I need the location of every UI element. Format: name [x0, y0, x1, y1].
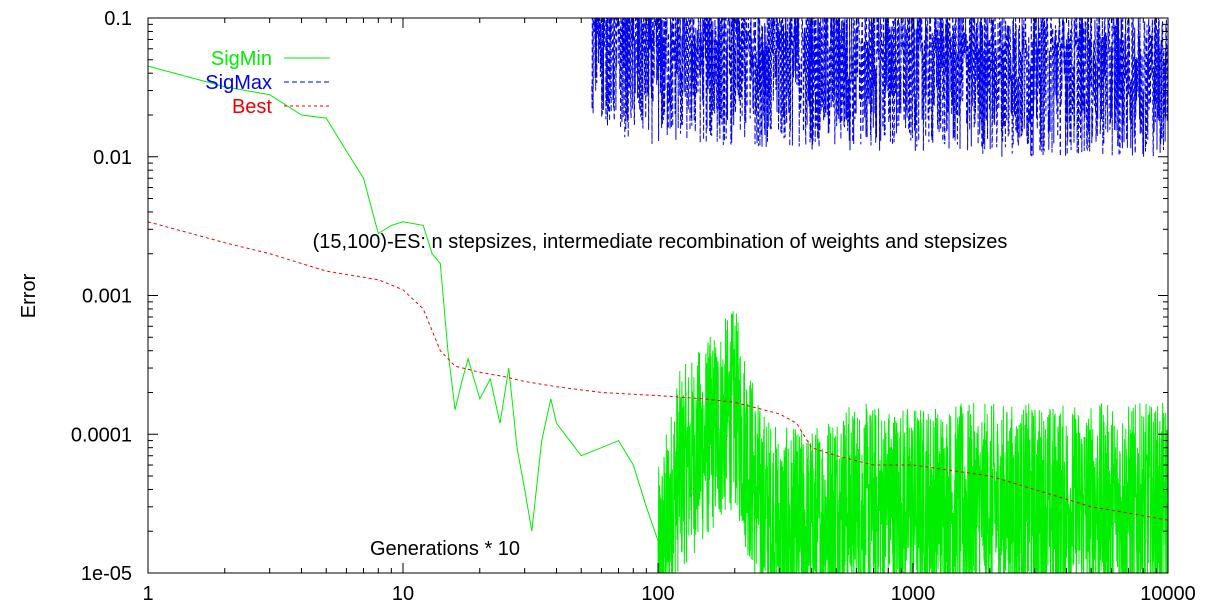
ticks-layer: 1 10 100 1000 10000 1e-05 0.0001 0.001 0.01 0.1	[71, 8, 1196, 605]
y-tick-label: 0.01	[93, 147, 132, 169]
x-tick-label: 10	[392, 583, 414, 605]
y-tick-label: 0.001	[82, 286, 132, 308]
series-sigmin-line	[148, 65, 1168, 573]
series-sigmax-line	[591, 18, 1168, 157]
x-tick-label: 10000	[1140, 583, 1196, 605]
x-tick-label: 100	[641, 583, 674, 605]
series-layer	[148, 18, 1168, 573]
series-best-line	[148, 221, 1168, 521]
annotation-generations: Generations * 10	[370, 538, 520, 560]
annotation-es: (15,100)-ES: n stepsizes, intermediate r…	[313, 231, 1008, 253]
annotation-layer: (15,100)-ES: n stepsizes, intermediate r…	[313, 231, 1008, 560]
x-tick-label: 1000	[891, 583, 936, 605]
legend-label-sigmin: SigMin	[211, 48, 272, 70]
x-tick-label: 1	[142, 583, 153, 605]
y-tick-label: 0.0001	[71, 424, 132, 446]
y-axis-label: Error	[18, 273, 40, 318]
legend-label-best: Best	[232, 96, 272, 118]
legend-label-sigmax: SigMax	[205, 72, 272, 94]
y-tick-label: 1e-05	[81, 563, 132, 585]
y-tick-label: 0.1	[104, 8, 132, 30]
